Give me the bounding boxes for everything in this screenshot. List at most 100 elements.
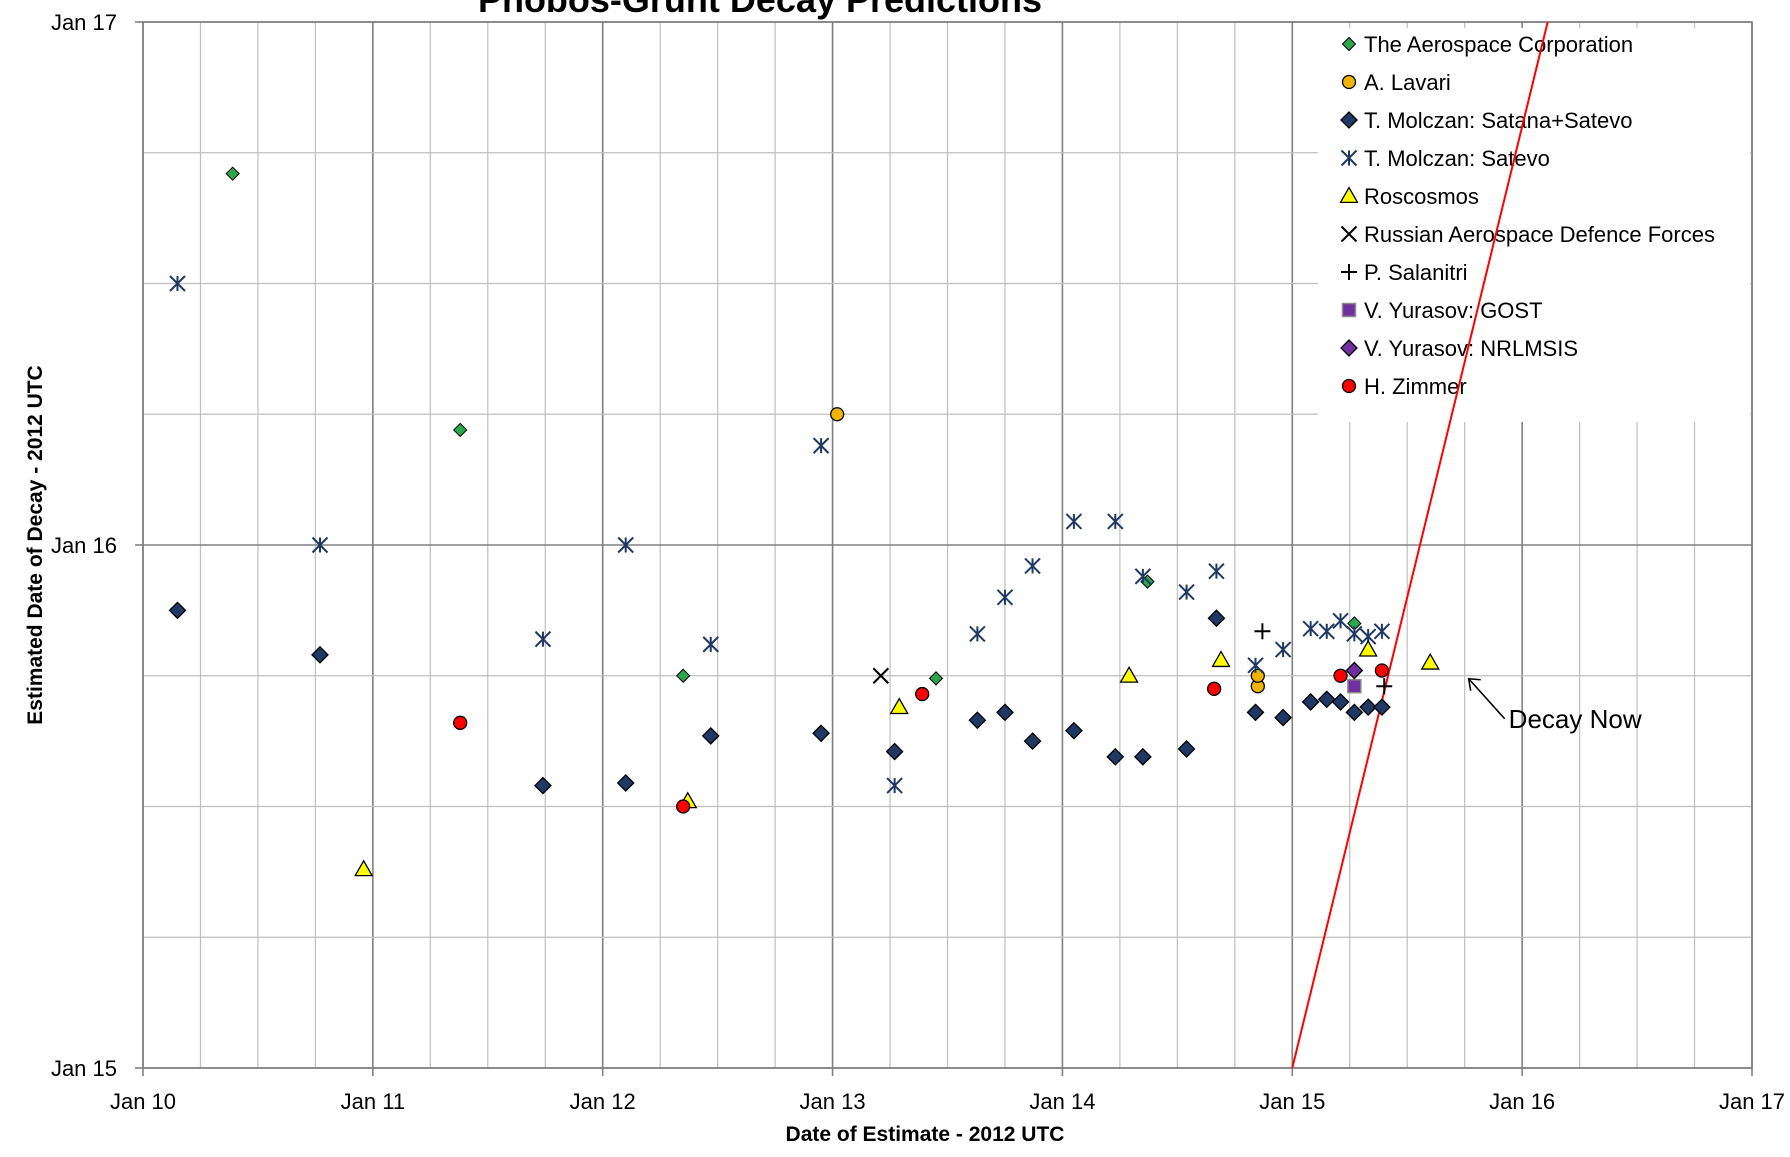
series-v-yurasov-nrlmsis [1345,661,1364,680]
data-point [1317,690,1336,709]
data-point [889,697,909,715]
x-tick-label: Jan 10 [110,1089,176,1114]
legend-item: T. Molczan: Satevo [1340,146,1550,171]
legend-marker [1341,74,1357,90]
data-point [1346,625,1363,643]
data-point [225,166,240,181]
series-russian-aerospace-defence-forces [872,667,890,684]
legend-item: T. Molczan: Satana+Satevo [1340,108,1632,133]
y-tick-label: Jan 17 [51,10,117,35]
data-point [1274,708,1293,727]
plot-area-border [135,21,1753,1076]
legend-box [1318,28,1750,422]
data-point [886,777,903,794]
data-point [1345,661,1364,680]
legend-label: T. Molczan: Satana+Satevo [1364,108,1632,133]
legend-item: A. Lavari [1341,70,1451,95]
x-axis-title: Date of Estimate - 2012 UTC [786,1123,1065,1146]
y-tick-label: Jan 16 [51,533,117,558]
data-point [168,601,187,620]
legend-marker [1341,378,1357,394]
data-point [1065,721,1083,740]
data-point [1119,665,1139,683]
series-p-salanitri [1254,623,1393,695]
legend-item: H. Zimmer [1341,374,1467,399]
data-point [169,275,186,292]
x-tick-label: Jan 17 [1719,1089,1785,1114]
data-point [311,645,329,664]
data-point [1065,513,1083,530]
legend-marker [1339,186,1359,204]
legend-marker [1341,36,1357,52]
legend-label: T. Molczan: Satevo [1364,146,1550,171]
legend-item: P. Salanitri [1341,260,1468,285]
data-point [1023,732,1042,751]
legend-label: A. Lavari [1364,70,1451,95]
data-point [872,667,890,684]
data-point [1358,639,1378,657]
legend-label: Roscosmos [1364,184,1479,209]
legend-marker [1340,339,1358,357]
legend-item: V. Yurasov: GOST [1341,298,1543,323]
data-point [1024,557,1041,575]
data-point [996,703,1014,722]
legend-label: V. Yurasov: GOST [1364,298,1543,323]
chart-title: Phobos-Grunt Decay Predictions [478,0,1042,20]
legend-marker [1341,302,1357,318]
x-tick-label: Jan 15 [1259,1089,1325,1114]
data-point [311,536,329,554]
data-point [1302,620,1319,637]
series-t-molczan-satana-satevo [168,601,1391,795]
annotation-arrowhead [1467,677,1481,691]
data-point [830,407,845,422]
data-point [1374,663,1390,678]
y-tick-label: Jan 15 [51,1056,117,1081]
data-point [928,671,944,686]
legend-label: P. Salanitri [1364,260,1468,285]
data-point [1376,678,1393,695]
data-point [701,726,720,745]
data-point [1373,698,1391,717]
data-point [1178,583,1195,601]
legend-item: Russian Aerospace Defence Forces [1340,222,1715,247]
data-point [675,668,691,683]
data-point [968,711,987,730]
data-point [812,437,830,454]
legend-label: Russian Aerospace Defence Forces [1364,222,1715,247]
data-point [534,776,552,795]
x-tick-label: Jan 16 [1489,1089,1555,1114]
legend: The Aerospace Corporation A. Lavari T. Mol… [1318,28,1750,422]
series-the-aerospace-corporation [225,166,1362,686]
series-t-molczan-satevo [169,275,1391,794]
y-axis-tick-labels: Jan 15 Jan 16 Jan 17 [51,10,117,1081]
legend-item: V. Yurasov: NRLMSIS [1340,336,1578,361]
data-point [1359,698,1378,717]
legend-marker [1341,264,1357,280]
data-point [915,686,930,702]
data-point [1208,562,1225,580]
decay-reference-line [1291,22,1549,1068]
data-point [534,630,552,648]
legend-marker [1340,111,1358,129]
annotation-decay-now: Decay Now [1509,704,1642,734]
legend-marker [1340,225,1358,243]
data-point [812,724,830,743]
legend-marker [1340,149,1358,167]
data-point [702,636,719,653]
x-axis-tick-labels: Jan 10 Jan 11 Jan 12 Jan 13 Jan 14 Jan 15 Jan … [110,1089,1785,1114]
legend-label: H. Zimmer [1364,374,1467,399]
data-point [1301,692,1320,711]
x-tick-label: Jan 13 [800,1089,866,1114]
data-point [1206,681,1222,696]
data-point [1211,650,1231,668]
data-point [1347,678,1362,694]
data-point [1420,652,1440,670]
annotations: Decay Now [1467,677,1642,734]
data-point [1345,703,1364,722]
data-point [1247,657,1264,674]
legend-label: The Aerospace Corporation [1364,32,1633,57]
data-point [885,742,904,761]
data-point [996,589,1014,606]
data-point [1246,703,1265,722]
